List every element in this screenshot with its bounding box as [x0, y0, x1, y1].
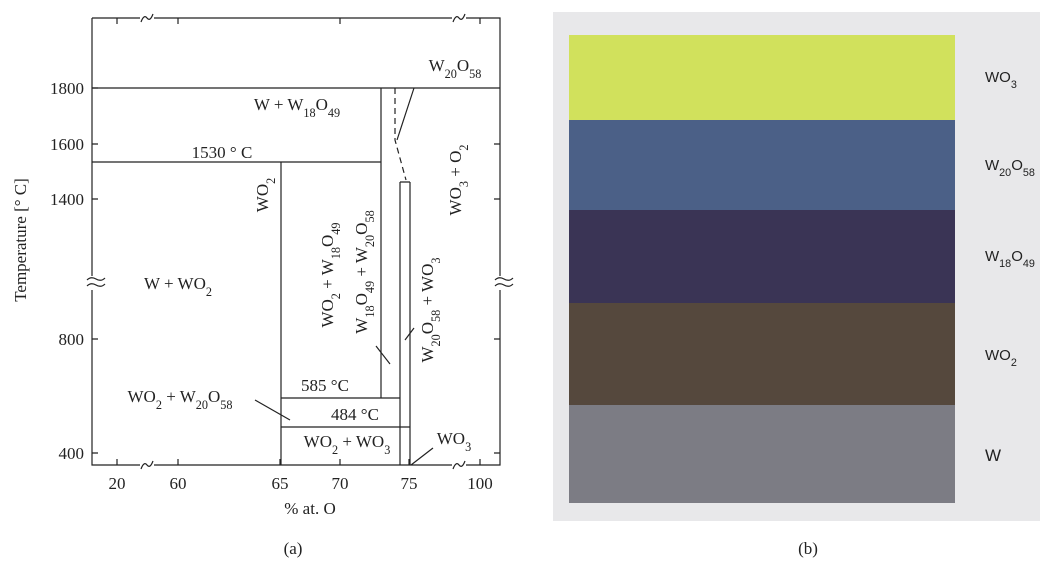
y-axis-title: Temperature [° C] — [11, 178, 30, 302]
region-label: WO2 + W18O49 — [318, 222, 343, 327]
panel-label: (a) — [284, 539, 303, 558]
region-label: WO3 — [437, 429, 471, 454]
temperature-annotation: 585 °C — [301, 376, 349, 395]
layer-label: W20O58 — [985, 157, 1035, 179]
leader-line — [254, 87, 434, 466]
y-tick-label: 800 — [59, 330, 85, 349]
temperature-annotation: 484 °C — [331, 405, 379, 424]
phase-boundary — [92, 87, 500, 465]
x-axis-title: % at. O — [284, 499, 335, 518]
region-label: W20O58 — [429, 56, 482, 81]
dashed-boundary — [394, 88, 407, 181]
temperature-annotation: 1530 ° C — [192, 143, 253, 162]
region-label: WO3 + O2 — [446, 145, 471, 216]
y-tick-label: 1400 — [50, 190, 84, 209]
x-tick-label: 75 — [401, 474, 418, 493]
layer-band — [569, 303, 955, 406]
layer-band — [569, 210, 955, 304]
x-tick-label: 100 — [467, 474, 493, 493]
region-label: W20O58 + WO3 — [418, 257, 443, 362]
region-label: W18O49 + W20O58 — [352, 210, 377, 333]
layer-label: WO3 — [985, 69, 1017, 91]
region-label: W + WO2 — [144, 274, 212, 299]
layer-label: W — [985, 446, 1001, 465]
y-tick-label: 1600 — [50, 135, 84, 154]
x-tick-label: 65 — [272, 474, 289, 493]
layer-label: W18O49 — [985, 248, 1035, 270]
region-label: WO2 + W20O58 — [127, 387, 232, 412]
region-label: WO2 — [253, 178, 278, 212]
layer-band — [569, 405, 955, 503]
y-tick-label: 400 — [59, 444, 85, 463]
x-tick-label: 70 — [332, 474, 349, 493]
layer-label: WO2 — [985, 347, 1017, 369]
sample-photo: WO3 W20O58 W18O49 WO2 W (b) — [553, 12, 1040, 558]
x-tick-label: 20 — [109, 474, 126, 493]
phase-diagram: 1800 1600 1400 800 400 20 60 65 70 75 10… — [11, 13, 514, 558]
layer-band — [569, 120, 955, 211]
region-label: WO2 + WO3 — [304, 432, 391, 457]
y-tick-label: 1800 — [50, 79, 84, 98]
axis-breaks — [86, 13, 514, 470]
x-tick-label: 60 — [170, 474, 187, 493]
layer-band — [569, 35, 955, 121]
panel-label: (b) — [798, 539, 818, 558]
region-label: W + W18O49 — [254, 95, 340, 120]
axes-frame — [91, 17, 501, 466]
